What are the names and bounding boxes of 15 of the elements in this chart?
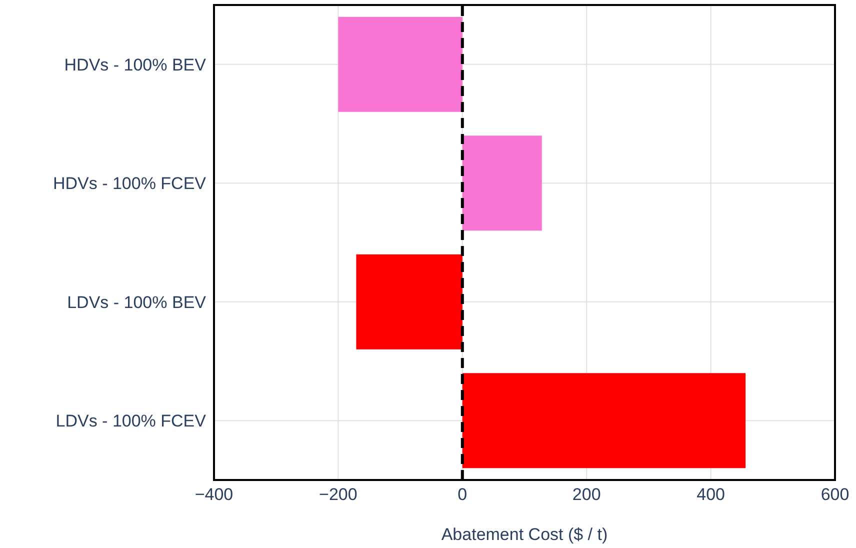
- bar: [462, 136, 542, 231]
- x-tick-label: 400: [696, 485, 725, 504]
- bar: [338, 16, 462, 112]
- bar: [356, 254, 462, 350]
- x-axis-title: Abatement Cost ($ / t): [441, 525, 608, 544]
- x-tick-label: −200: [319, 485, 358, 504]
- y-tick-label: HDVs - 100% FCEV: [52, 174, 207, 194]
- y-tick-label: HDVs - 100% BEV: [64, 55, 207, 74]
- x-tick-label: 0: [458, 485, 468, 504]
- x-tick-label: 200: [572, 485, 601, 504]
- bar: [462, 373, 746, 468]
- y-tick-label: LDVs - 100% BEV: [67, 292, 207, 312]
- x-tick-label: −400: [194, 485, 234, 504]
- x-tick-label: 600: [820, 485, 850, 504]
- y-tick-label: LDVs - 100% FCEV: [56, 412, 207, 431]
